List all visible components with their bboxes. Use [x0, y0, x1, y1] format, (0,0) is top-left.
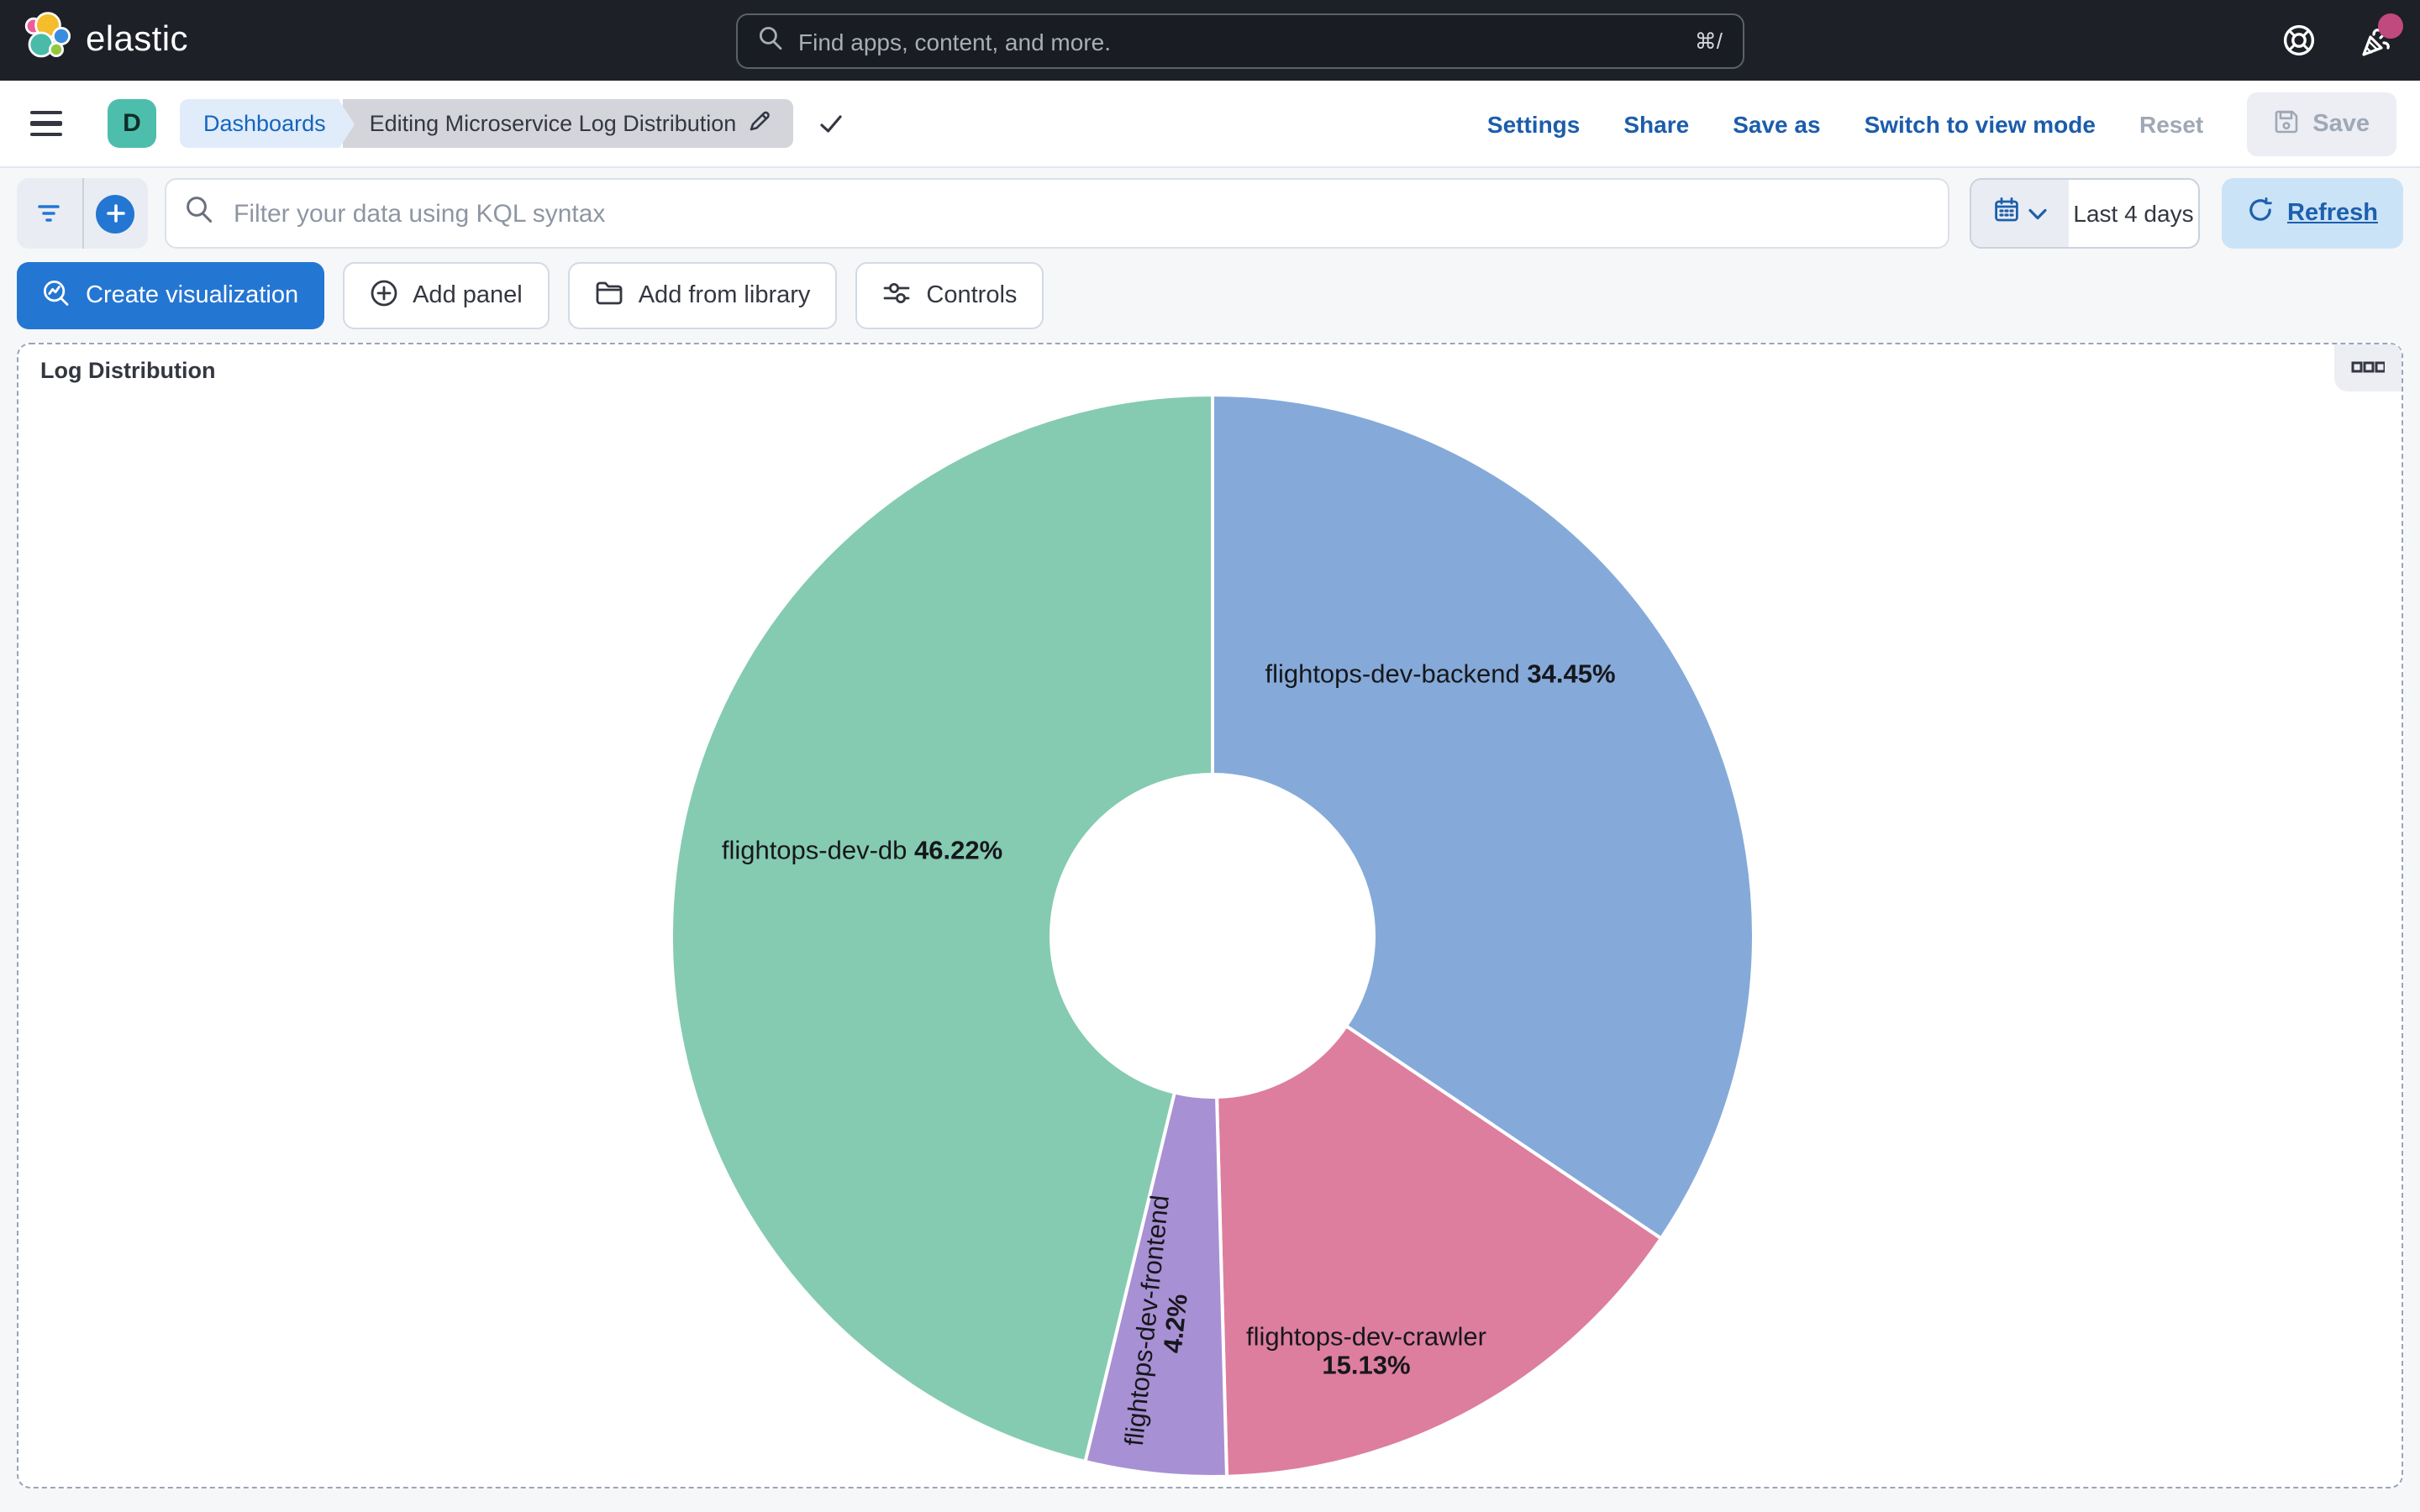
slice-label-flightops-dev-db: flightops-dev-db 46.22% [722, 837, 1002, 867]
refresh-button[interactable]: Refresh [2222, 178, 2403, 249]
switch-to-view-mode-link[interactable]: Switch to view mode [1865, 111, 2096, 138]
plus-icon [97, 194, 135, 233]
panel-options-button[interactable] [2334, 344, 2402, 391]
breadcrumb: Dashboards Editing Microservice Log Dist… [180, 99, 845, 148]
controls-label: Controls [926, 282, 1017, 309]
dashboard-header-bar: D Dashboards Editing Microservice Log Di… [0, 81, 2420, 168]
menu-hamburger-icon[interactable] [30, 103, 71, 144]
breadcrumb-dashboards[interactable]: Dashboards [180, 99, 339, 148]
help-lifebuoy-icon[interactable] [2279, 20, 2319, 60]
save-button-label: Save [2312, 111, 2370, 138]
elastic-logo-icon [24, 12, 72, 69]
calendar-dropdown-button[interactable] [1971, 180, 2069, 247]
add-panel-button[interactable]: Add panel [342, 262, 550, 329]
panel-title: Log Distribution [40, 358, 215, 383]
controls-button[interactable]: Controls [855, 262, 1044, 329]
add-from-library-label: Add from library [639, 282, 811, 309]
sliders-controls-icon [882, 280, 911, 312]
slice-label-flightops-dev-frontend: flightops-dev-frontend4.2% [1121, 1194, 1205, 1450]
top-bar-icons [2279, 0, 2396, 81]
kql-query-input[interactable] [230, 197, 1929, 229]
reset-link[interactable]: Reset [2139, 111, 2203, 138]
save-as-link[interactable]: Save as [1733, 111, 1820, 138]
header-actions: Settings Share Save as Switch to view mo… [1487, 81, 2396, 168]
check-icon [817, 109, 845, 138]
add-filter-button[interactable] [83, 178, 148, 249]
global-top-bar: elastic Find apps, content, and more. ⌘/ [0, 0, 2420, 81]
kibana-dashboard-app: elastic Find apps, content, and more. ⌘/ [0, 0, 2420, 1512]
global-search-placeholder: Find apps, content, and more. [798, 28, 1680, 55]
calendar-icon [1993, 196, 2020, 231]
news-party-popper-icon[interactable] [2356, 20, 2396, 60]
breadcrumb-arrow [339, 100, 355, 147]
donut-chart: flightops-dev-backend 34.45% flightops-de… [18, 344, 2402, 1487]
screen-viewport: elastic Find apps, content, and more. ⌘/ [0, 0, 2420, 1512]
elastic-brand[interactable]: elastic [0, 12, 188, 69]
breadcrumb-current-title[interactable]: Editing Microservice Log Distribution [343, 99, 794, 148]
notification-badge-dot [2378, 13, 2403, 39]
folder-icon [595, 280, 623, 312]
filter-controls-group [17, 178, 148, 249]
add-panel-label: Add panel [413, 282, 523, 309]
share-link[interactable]: Share [1623, 111, 1689, 138]
refresh-button-label: Refresh [2287, 200, 2378, 227]
plus-in-circle-icon [369, 278, 397, 313]
create-visualization-label: Create visualization [86, 282, 298, 309]
slice-label-flightops-dev-crawler: flightops-dev-crawler15.13% [1246, 1323, 1486, 1381]
time-range-picker: Last 4 days [1970, 178, 2200, 249]
boxes-horizontal-icon [2351, 353, 2385, 383]
search-icon [758, 24, 783, 58]
edit-pencil-icon [748, 109, 771, 138]
save-floppy-icon [2274, 108, 2299, 140]
donut-chart-labels: flightops-dev-backend 34.45% flightops-de… [18, 344, 2402, 1487]
log-distribution-panel[interactable]: flightops-dev-backend 34.45% flightops-de… [17, 343, 2403, 1488]
brand-wordmark: elastic [86, 20, 188, 60]
refresh-icon [2247, 197, 2274, 230]
slice-label-flightops-dev-backend: flightops-dev-backend 34.45% [1265, 661, 1615, 690]
global-search-input[interactable]: Find apps, content, and more. ⌘/ [736, 13, 1744, 69]
search-shortcut-hint: ⌘/ [1695, 28, 1723, 55]
create-visualization-button[interactable]: Create visualization [17, 262, 324, 329]
add-from-library-button[interactable]: Add from library [568, 262, 838, 329]
save-button[interactable]: Save [2247, 92, 2396, 156]
breadcrumb-current-label: Editing Microservice Log Distribution [370, 111, 737, 136]
kql-search-icon [185, 195, 213, 232]
space-avatar[interactable]: D [108, 99, 156, 148]
query-bar: Last 4 days Refresh [17, 178, 2403, 249]
time-range-value[interactable]: Last 4 days [2069, 180, 2198, 247]
chevron-down-icon [2028, 198, 2047, 228]
lens-icon [42, 278, 71, 313]
dashboard-toolbar: Create visualization Add panel Add from … [17, 262, 1044, 329]
filter-funnel-icon[interactable] [17, 178, 82, 249]
kql-search-box [165, 178, 1949, 249]
settings-link[interactable]: Settings [1487, 111, 1580, 138]
